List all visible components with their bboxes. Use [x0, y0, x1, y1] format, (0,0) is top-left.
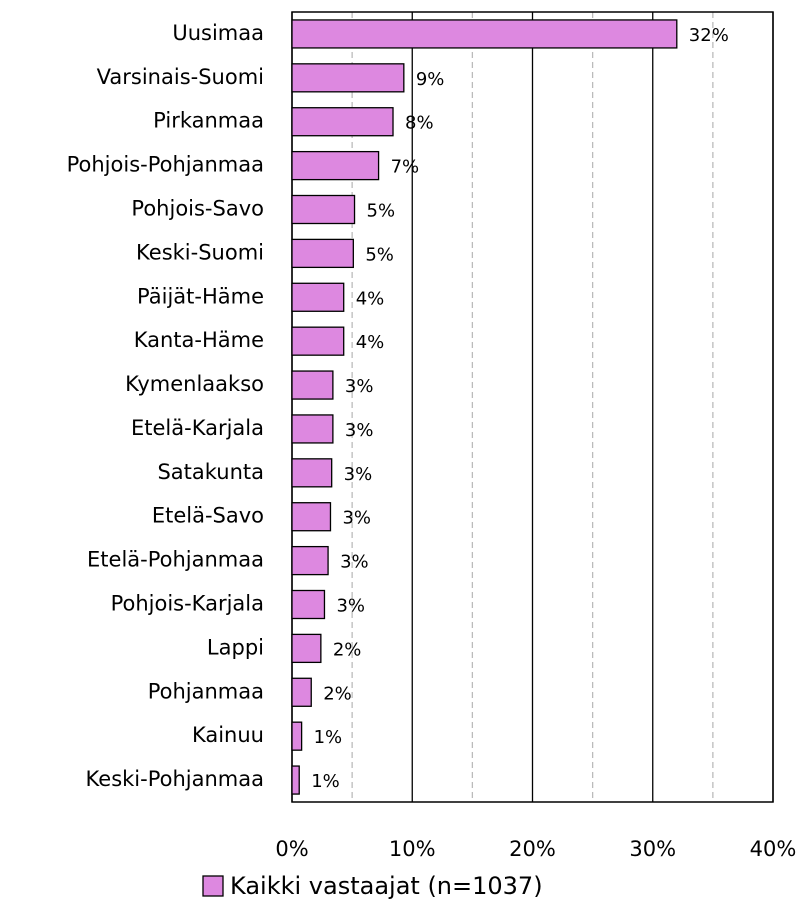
legend-swatch [202, 875, 224, 897]
x-tick-label: 0% [275, 837, 308, 861]
bar [291, 458, 333, 488]
value-label: 7% [391, 157, 420, 178]
y-tick-label: Pohjanmaa [148, 679, 264, 703]
y-tick-label: Kainuu [192, 723, 264, 747]
value-label: 3% [345, 376, 374, 397]
value-label: 3% [336, 596, 365, 617]
y-tick-label: Pohjois-Pohjanmaa [67, 153, 264, 177]
bar [291, 370, 334, 400]
bar [291, 589, 326, 620]
bar [291, 633, 322, 664]
y-tick-label: Lappi [207, 635, 264, 659]
bar [291, 19, 678, 49]
value-label: 5% [367, 201, 396, 222]
y-tick-label: Uusimaa [172, 21, 264, 45]
x-tick-label: 20% [509, 837, 556, 861]
y-tick-label: Keski-Pohjanmaa [86, 767, 264, 791]
y-tick-label: Etelä-Karjala [131, 416, 264, 440]
bar [291, 721, 303, 751]
y-tick-label: Pirkanmaa [153, 109, 264, 133]
y-tick-label: Keski-Suomi [136, 240, 264, 264]
value-label: 32% [689, 25, 729, 46]
y-tick-label: Päijät-Häme [137, 284, 264, 308]
y-tick-label: Kymenlaakso [125, 372, 264, 396]
bar [291, 765, 300, 795]
y-tick-label: Pohjois-Savo [131, 197, 264, 221]
bar [291, 414, 334, 444]
value-label: 2% [333, 639, 362, 660]
legend-label: Kaikki vastaajat (n=1037) [230, 872, 543, 900]
bar [291, 238, 354, 269]
bar [291, 194, 356, 225]
y-tick-label: Varsinais-Suomi [97, 65, 264, 89]
bar [291, 107, 394, 137]
y-tick-label: Etelä-Savo [152, 504, 264, 528]
value-label: 5% [365, 244, 394, 265]
value-label: 9% [416, 69, 445, 90]
bar [291, 545, 329, 576]
bar [291, 150, 380, 181]
value-label: 2% [323, 683, 352, 704]
bar [291, 677, 312, 707]
value-label: 3% [345, 420, 374, 441]
value-label: 3% [344, 464, 373, 485]
x-tick-label: 30% [629, 837, 676, 861]
value-label: 3% [342, 508, 371, 529]
value-label: 3% [340, 552, 369, 573]
value-label: 4% [356, 332, 385, 353]
value-label: 1% [311, 771, 340, 792]
plot-frame [291, 11, 774, 803]
bar [291, 502, 332, 532]
bar [291, 63, 405, 93]
x-tick-label: 10% [389, 837, 436, 861]
x-tick-label: 40% [750, 837, 797, 861]
bar [291, 282, 345, 312]
y-tick-label: Pohjois-Karjala [111, 592, 264, 616]
y-tick-label: Kanta-Häme [134, 328, 264, 352]
bar [291, 326, 345, 356]
value-label: 4% [356, 288, 385, 309]
value-label: 1% [314, 727, 343, 748]
value-label: 8% [405, 113, 434, 134]
y-tick-label: Etelä-Pohjanmaa [87, 548, 264, 572]
y-tick-label: Satakunta [157, 460, 264, 484]
